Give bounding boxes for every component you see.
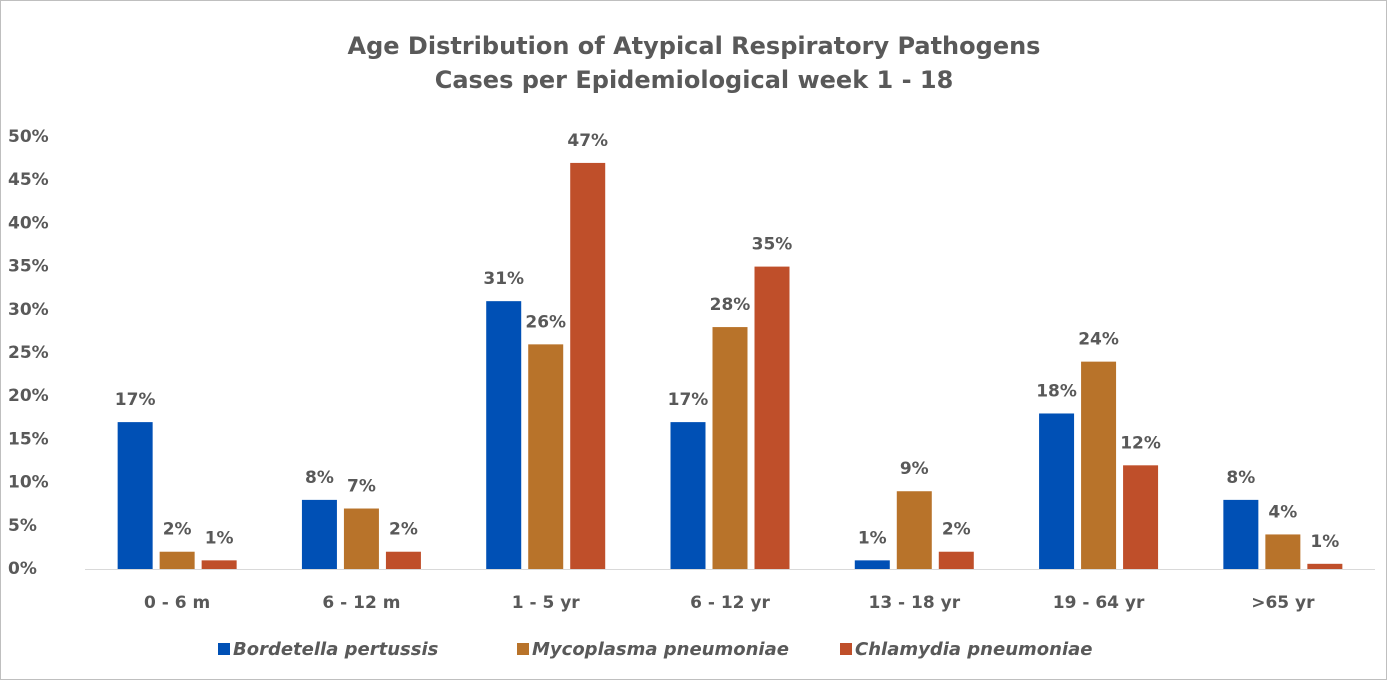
data-label: 2% bbox=[163, 520, 192, 540]
data-label: 47% bbox=[567, 131, 608, 151]
y-tick-label: 40% bbox=[8, 213, 49, 233]
y-tick-label: 0% bbox=[8, 559, 37, 579]
data-label: 28% bbox=[710, 295, 751, 315]
data-label: 26% bbox=[525, 312, 566, 332]
bar bbox=[854, 560, 890, 569]
x-tick-label: 19 - 64 yr bbox=[1053, 593, 1145, 613]
data-label: 18% bbox=[1036, 381, 1077, 401]
bar bbox=[1123, 465, 1159, 569]
bar bbox=[712, 327, 748, 569]
bar bbox=[1265, 534, 1301, 569]
bar bbox=[201, 560, 237, 569]
y-tick-label: 35% bbox=[8, 257, 49, 277]
legend-swatch bbox=[517, 643, 529, 655]
bar bbox=[754, 266, 790, 569]
data-label: 1% bbox=[1310, 532, 1339, 552]
bar bbox=[938, 551, 974, 569]
data-label: 17% bbox=[668, 390, 709, 410]
y-tick-label: 5% bbox=[8, 516, 37, 536]
data-label: 1% bbox=[858, 528, 887, 548]
bar bbox=[159, 551, 195, 569]
y-tick-label: 25% bbox=[8, 343, 49, 363]
bar bbox=[1039, 413, 1075, 569]
data-label: 8% bbox=[305, 468, 334, 488]
y-tick-label: 45% bbox=[8, 170, 49, 190]
y-tick-label: 15% bbox=[8, 429, 49, 449]
bar bbox=[1307, 563, 1343, 569]
x-tick-label: 13 - 18 yr bbox=[868, 593, 960, 613]
data-label: 2% bbox=[389, 520, 418, 540]
chart-subtitle: Cases per Epidemiological week 1 - 18 bbox=[435, 66, 954, 94]
x-tick-label: 6 - 12 yr bbox=[690, 593, 770, 613]
legend-label: Bordetella pertussis bbox=[233, 639, 439, 660]
bar bbox=[343, 508, 379, 569]
chart-title: Age Distribution of Atypical Respiratory… bbox=[348, 32, 1041, 60]
legend-label: Mycoplasma pneumoniae bbox=[532, 639, 789, 660]
bar bbox=[896, 491, 932, 569]
bar bbox=[385, 551, 421, 569]
data-label: 17% bbox=[115, 390, 156, 410]
data-label: 8% bbox=[1226, 468, 1255, 488]
data-label: 2% bbox=[942, 520, 971, 540]
data-label: 9% bbox=[900, 459, 929, 479]
legend-label: Chlamydia pneumoniae bbox=[855, 639, 1092, 660]
bar bbox=[670, 422, 706, 569]
data-label: 4% bbox=[1268, 502, 1297, 522]
bar bbox=[117, 422, 153, 569]
y-tick-label: 50% bbox=[8, 127, 49, 147]
data-label: 12% bbox=[1120, 433, 1161, 453]
data-label: 1% bbox=[205, 528, 234, 548]
y-tick-label: 20% bbox=[8, 386, 49, 406]
x-tick-label: 1 - 5 yr bbox=[512, 593, 581, 613]
bar bbox=[1223, 499, 1259, 569]
legend-swatch bbox=[218, 643, 230, 655]
bar bbox=[570, 162, 606, 570]
bar bbox=[528, 344, 564, 569]
x-tick-label: 6 - 12 m bbox=[322, 593, 400, 613]
x-tick-label: 0 - 6 m bbox=[144, 593, 210, 613]
bar bbox=[486, 301, 522, 569]
y-tick-label: 10% bbox=[8, 473, 49, 493]
data-label: 35% bbox=[752, 235, 793, 255]
data-label: 31% bbox=[483, 269, 524, 289]
x-tick-label: >65 yr bbox=[1251, 593, 1315, 613]
bar bbox=[1081, 361, 1117, 569]
data-label: 7% bbox=[347, 477, 376, 497]
y-tick-label: 30% bbox=[8, 300, 49, 320]
bar bbox=[301, 499, 337, 569]
data-label: 24% bbox=[1078, 330, 1119, 350]
legend-swatch bbox=[840, 643, 852, 655]
